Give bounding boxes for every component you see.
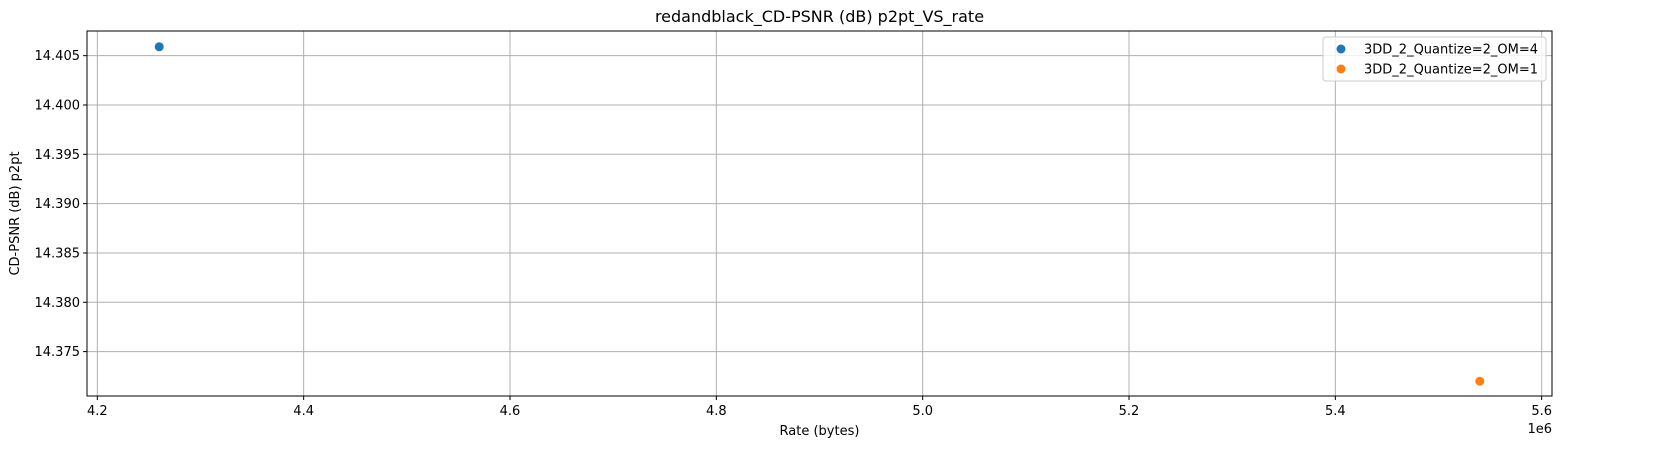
- y-tick-label: 14.390: [35, 197, 81, 212]
- x-tick-label: 4.2: [87, 404, 108, 419]
- x-axis-label: Rate (bytes): [780, 424, 860, 439]
- data-point: [154, 42, 164, 52]
- data-point: [1475, 376, 1485, 386]
- x-tick-label: 4.8: [706, 404, 727, 419]
- x-tick-label: 5.4: [1325, 404, 1346, 419]
- y-tick-label: 14.380: [35, 296, 81, 311]
- legend-box: [1322, 36, 1547, 82]
- plot-area-frame: [86, 30, 1553, 397]
- y-axis-ticks: 14.375 14.380 14.385 14.390 14.395 14.400 14.4…: [35, 49, 87, 360]
- y-axis-label: CD-PSNR (dB) p2pt: [8, 151, 23, 275]
- chart-title: redandblack_CD-PSNR (dB) p2pt_VS_rate: [655, 7, 984, 27]
- y-tick-label: 14.405: [35, 49, 81, 64]
- legend-marker: [1336, 64, 1346, 74]
- y-tick-label: 14.400: [35, 98, 81, 113]
- y-tick-label: 14.375: [35, 345, 81, 360]
- x-tick-label: 4.4: [293, 404, 314, 419]
- x-axis-offset-label: 1e6: [1527, 422, 1552, 437]
- y-tick-label: 14.395: [35, 148, 81, 163]
- legend: 3DD_2_Quantize=2_OM=4 3DD_2_Quantize=2_OM…: [1322, 36, 1547, 82]
- x-axis-ticks: 4.2 4.4 4.6 4.8 5.0 5.2 5.4 5.6: [87, 396, 1552, 419]
- data-points: [154, 42, 1485, 386]
- grid: [87, 31, 1552, 396]
- x-tick-label: 5.6: [1531, 404, 1552, 419]
- legend-label: 3DD_2_Quantize=2_OM=4: [1364, 43, 1538, 58]
- legend-marker: [1336, 44, 1346, 54]
- x-tick-label: 4.6: [500, 404, 521, 419]
- x-tick-label: 5.0: [912, 404, 933, 419]
- x-tick-label: 5.2: [1119, 404, 1140, 419]
- legend-label: 3DD_2_Quantize=2_OM=1: [1364, 63, 1538, 78]
- y-tick-label: 14.385: [35, 246, 81, 261]
